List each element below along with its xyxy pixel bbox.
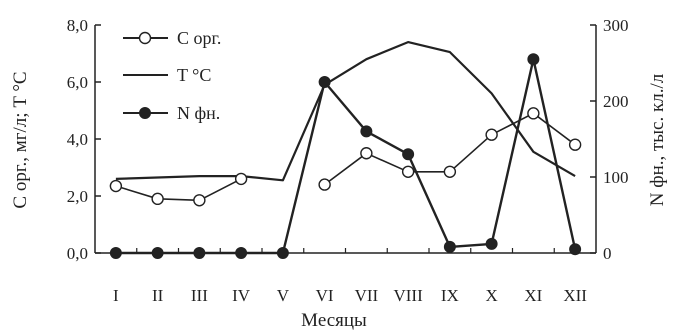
- x-tick-label: VII: [355, 286, 379, 305]
- series-c-org-point: [360, 147, 373, 160]
- series-n-fn-point: [527, 53, 540, 66]
- series-n-fn-point: [276, 247, 289, 259]
- series-c-org-point: [443, 165, 457, 178]
- x-tick-label: X: [485, 286, 497, 305]
- series-n-fn-point: [235, 247, 248, 259]
- y-left-tick-label: 0,0: [67, 244, 88, 263]
- series-c-org-point: [318, 178, 331, 191]
- series-c-org-point: [151, 192, 164, 206]
- y-right-tick-label: 300: [603, 16, 629, 35]
- x-tick-label: V: [277, 286, 290, 305]
- x-tick-label: III: [191, 286, 208, 305]
- legend-label-n-fn: N фн.: [177, 103, 220, 123]
- legend-marker-c-org: [138, 31, 152, 45]
- legend-marker-n-fn: [139, 107, 151, 119]
- series-c-org-point: [485, 128, 498, 141]
- series-temperature-line: [115, 40, 576, 182]
- series-n-fn-point: [151, 247, 164, 259]
- x-tick-label: I: [113, 286, 119, 305]
- series-c-org-point: [527, 107, 540, 120]
- series-n-fn-line: [115, 58, 577, 255]
- y-axis-left-title: C орг., мг/л; T °C: [10, 71, 31, 208]
- x-tick-label: IV: [232, 286, 251, 305]
- x-tick-label: XI: [524, 286, 542, 305]
- legend-label-temperature: T °C: [177, 65, 211, 85]
- series-n-fn-point: [443, 240, 456, 253]
- series-n-fn-point: [485, 237, 498, 250]
- series-c-org-point: [193, 194, 206, 207]
- series-n-fn-point: [360, 125, 373, 138]
- series-c-org-point: [401, 165, 415, 178]
- series-layer: [109, 40, 582, 259]
- series-c-org-line: [115, 178, 242, 202]
- x-tick-label: VIII: [393, 286, 423, 305]
- series-c-org-point: [568, 138, 582, 151]
- series-n-fn-point: [193, 247, 206, 259]
- y-left-tick-label: 4,0: [67, 130, 88, 149]
- x-tick-label: XII: [563, 286, 587, 305]
- series-n-fn-point: [569, 243, 582, 256]
- y-left-tick-label: 8,0: [67, 16, 88, 35]
- series-n-fn-point: [318, 76, 331, 88]
- y-left-tick-label: 6,0: [67, 73, 88, 92]
- x-tick-label: IX: [441, 286, 459, 305]
- series-n-fn-point: [109, 247, 122, 259]
- series-n-fn-point: [402, 148, 415, 161]
- legend: C орг. T °C N фн.: [123, 28, 221, 123]
- x-axis-title: Месяцы: [301, 310, 367, 331]
- y-axis-right-title: N фн., тыс. кл./л: [647, 73, 668, 206]
- series-c-org-point: [234, 172, 248, 186]
- series-c-org-point: [109, 179, 123, 193]
- x-tick-label: II: [152, 286, 164, 305]
- y-right-tick-label: 0: [603, 244, 612, 263]
- y-right-tick-label: 100: [603, 168, 629, 187]
- legend-label-c-org: C орг.: [177, 28, 221, 48]
- x-tick-label: VI: [316, 286, 334, 305]
- y-left-tick-label: 2,0: [67, 187, 88, 206]
- y-right-tick-label: 200: [603, 92, 629, 111]
